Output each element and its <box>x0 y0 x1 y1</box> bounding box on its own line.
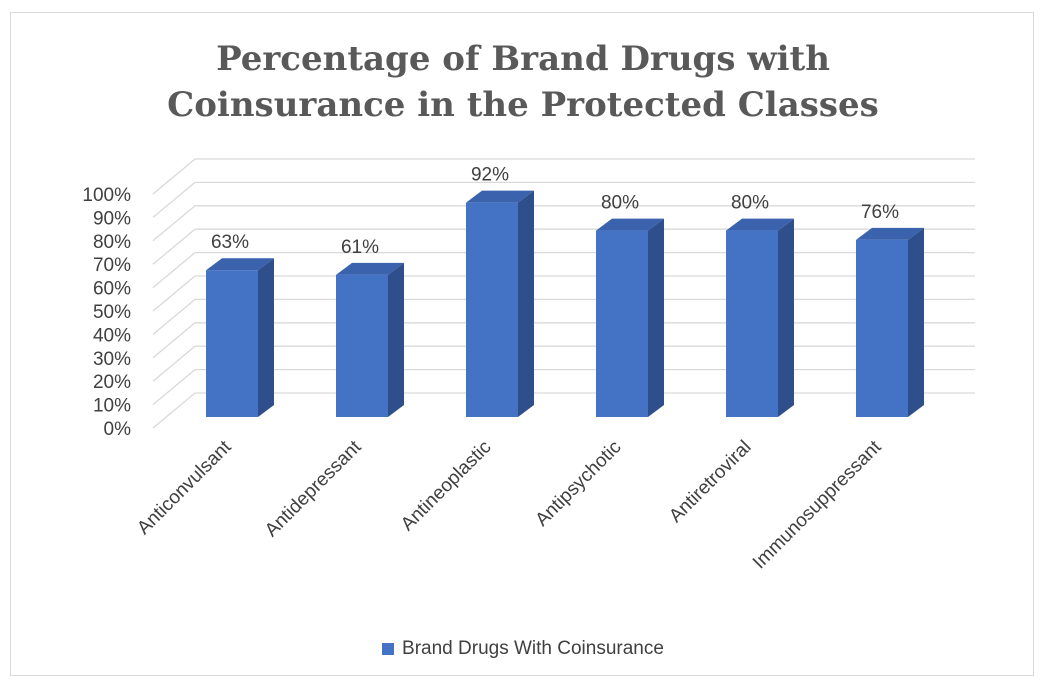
bar-top <box>336 262 404 275</box>
chart-title: Percentage of Brand Drugs with Coinsuran… <box>0 36 1046 128</box>
bar-side <box>518 190 534 417</box>
x-tick-label: Antipsychotic <box>532 437 626 531</box>
bar <box>466 202 518 417</box>
gridline <box>152 205 975 242</box>
bar <box>726 230 778 417</box>
legend-label: Brand Drugs With Coinsurance <box>402 638 664 659</box>
data-label: 61% <box>341 237 379 258</box>
bar <box>856 239 908 417</box>
y-tick-label: 0% <box>104 419 132 440</box>
x-tick-label: Immunosuppressant <box>749 436 886 573</box>
y-tick-label: 60% <box>93 279 131 300</box>
legend-swatch <box>382 643 395 655</box>
chart-title-line-1: Percentage of Brand Drugs with <box>216 39 830 79</box>
gridline <box>152 392 975 429</box>
x-tick-label: Antiretroviral <box>665 437 755 527</box>
bar-top <box>726 218 794 231</box>
bar <box>596 230 648 417</box>
bar-side <box>258 258 274 417</box>
gridline <box>152 158 975 195</box>
gridline <box>152 251 975 289</box>
data-label: 63% <box>211 232 249 253</box>
chart-legend: Brand Drugs With Coinsurance <box>0 638 1046 660</box>
data-label: 80% <box>731 193 769 214</box>
data-label: 92% <box>471 165 509 186</box>
bar <box>206 270 258 417</box>
bar-top <box>596 218 664 231</box>
gridline <box>152 345 975 382</box>
gridline <box>152 228 975 265</box>
bar-side <box>908 227 924 417</box>
y-tick-label: 70% <box>93 255 131 276</box>
gridline <box>152 298 975 335</box>
bar-top <box>206 258 274 271</box>
bar-side <box>778 218 794 417</box>
gridline <box>152 368 975 406</box>
y-tick-label: 30% <box>93 349 131 370</box>
gridline <box>152 322 975 359</box>
y-tick-label: 100% <box>82 185 131 206</box>
bar-side <box>388 262 404 417</box>
y-tick-label: 40% <box>93 325 131 346</box>
bar-top <box>856 227 924 240</box>
y-tick-label: 20% <box>93 372 131 393</box>
x-tick-label: Anticonvulsant <box>133 436 236 539</box>
y-tick-label: 50% <box>93 302 131 323</box>
x-tick-label: Antineoplastic <box>397 437 495 535</box>
data-label: 76% <box>861 202 899 223</box>
gridline <box>152 181 975 218</box>
y-tick-label: 90% <box>93 208 131 229</box>
gridline <box>152 275 975 312</box>
y-tick-label: 80% <box>93 232 131 253</box>
bar-top <box>466 190 534 203</box>
y-tick-label: 10% <box>93 396 131 417</box>
x-tick-label: Antidepressant <box>261 436 366 541</box>
bar-side <box>648 218 664 417</box>
bar <box>336 274 388 417</box>
chart-title-line-2: Coinsurance in the Protected Classes <box>167 85 879 125</box>
data-label: 80% <box>601 193 639 214</box>
